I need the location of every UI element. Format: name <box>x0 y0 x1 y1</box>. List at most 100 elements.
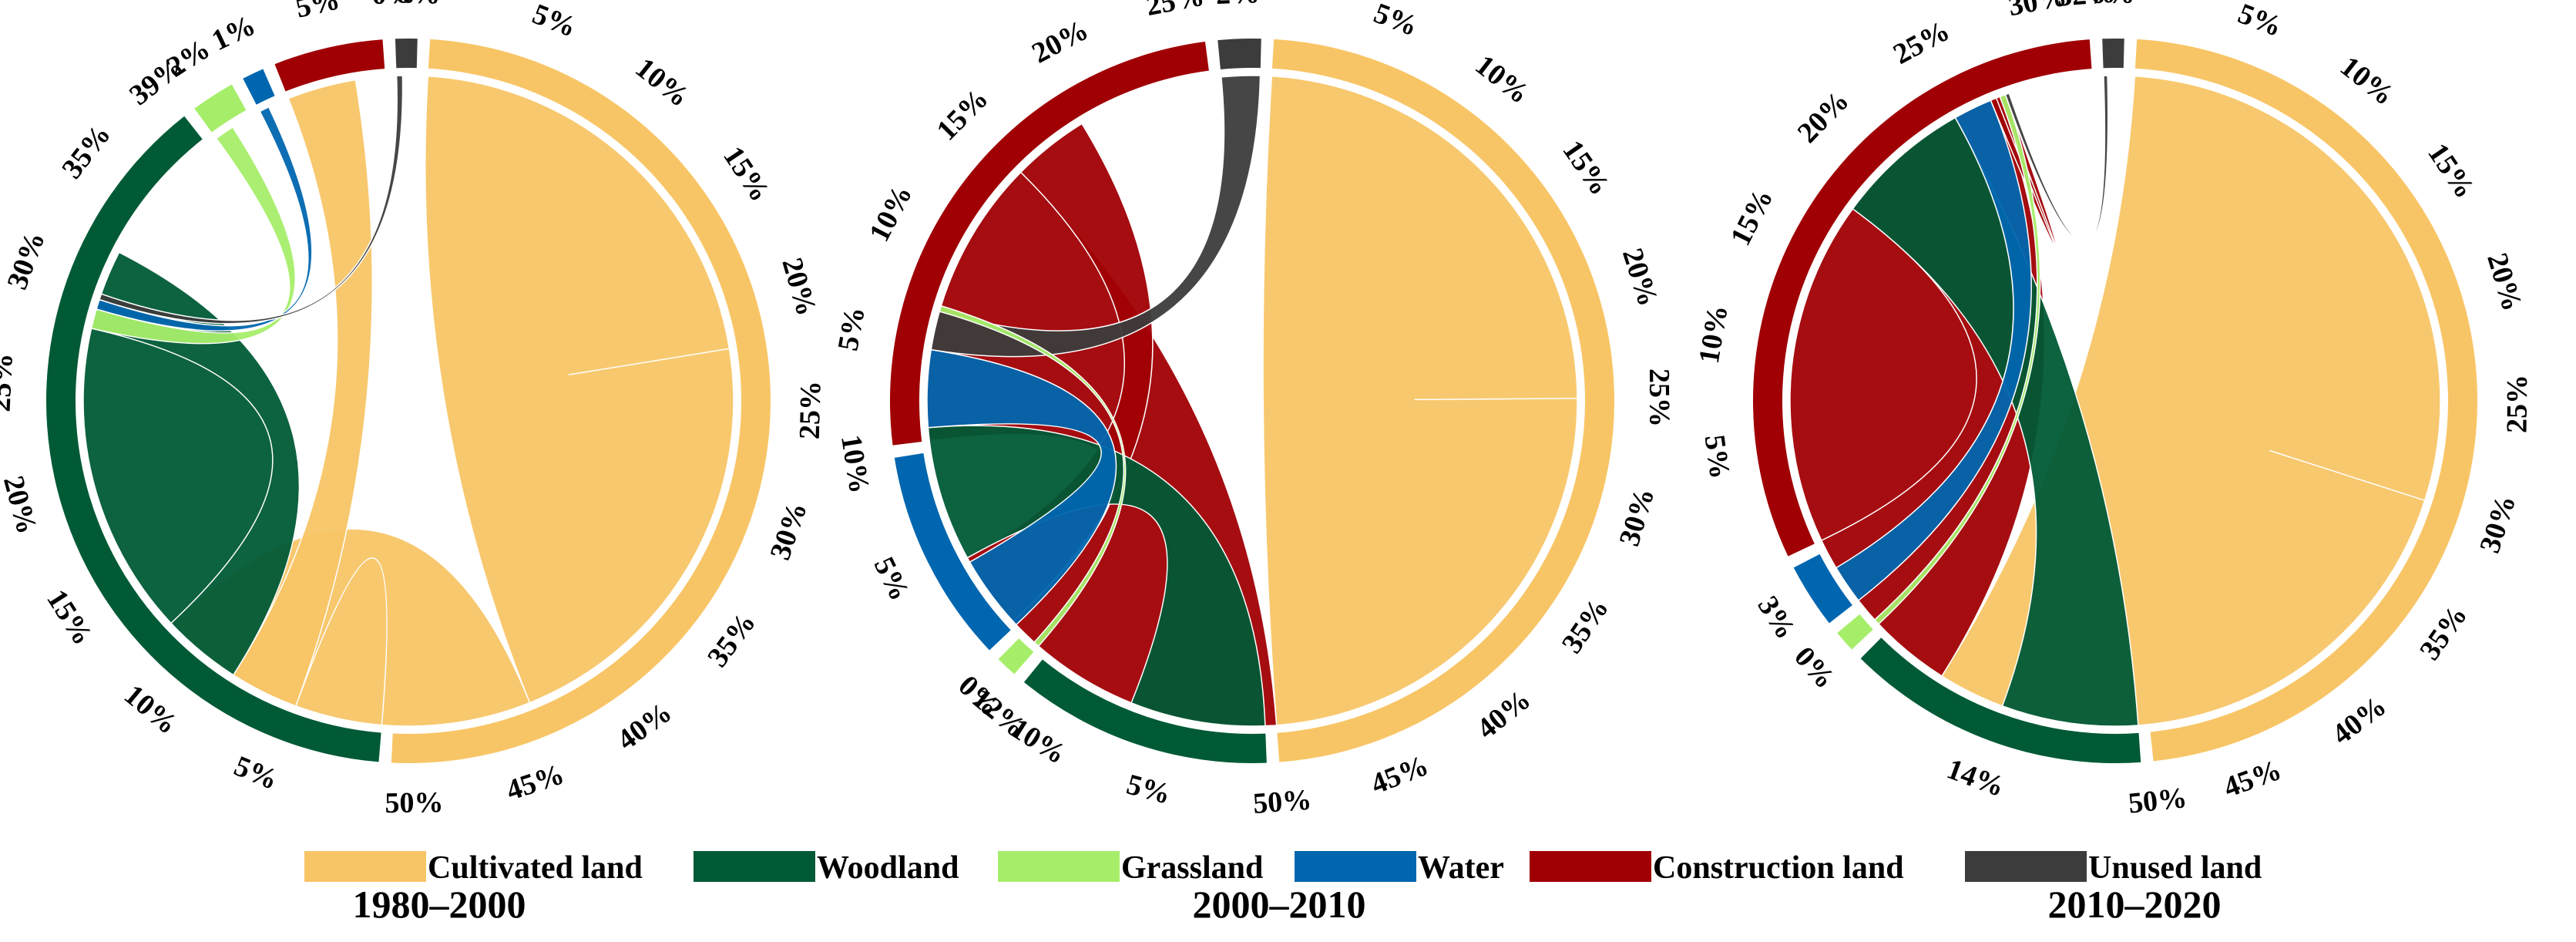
tick-label-woodland: 20% <box>0 473 43 537</box>
tick-label-construction-land: 10% <box>863 180 919 247</box>
tick-label-woodland: 35% <box>55 119 117 185</box>
arc-unused-land <box>1217 39 1261 69</box>
tick-label-construction-land: 20% <box>1792 85 1856 150</box>
tick-label-cultivated-land: 15% <box>717 141 776 208</box>
legend-item-water: Water <box>1295 850 1504 886</box>
ribbon-grassland-to-cultivated-land <box>939 304 1127 648</box>
arc-water <box>243 69 275 105</box>
legend: Cultivated land Woodland Grassland Water Con… <box>304 850 2262 886</box>
chord-chart-3: 5%10%15%20%25%30%35%40%45%50%14%0%3%5%10… <box>1693 0 2534 926</box>
legend-label: Water <box>1418 850 1504 886</box>
chord-charts: 5%10%15%20%25%30%35%40%45%50%5%10%15%20%… <box>0 0 2534 926</box>
legend-label: Unused land <box>2088 850 2262 886</box>
arc-construction-land <box>890 41 1209 446</box>
tick-label-cultivated-land: 10% <box>1469 49 1536 110</box>
tick-label-grassland: 0% <box>1788 641 1841 695</box>
tick-label-cultivated-land: 40% <box>2326 690 2393 752</box>
arc-unused-land <box>395 39 418 69</box>
tick-label-unused-land: 8% <box>396 0 441 11</box>
chord-chart-2: 5%10%15%20%25%30%35%40%45%50%5%10%12%0%5… <box>831 0 1675 926</box>
ribbon-unused-land-to-cultivated-land <box>99 75 404 325</box>
tick-label-cultivated-land: 35% <box>701 607 762 673</box>
arc-woodland <box>1023 659 1267 763</box>
legend-swatch <box>1965 851 2087 882</box>
tick-label-woodland: 10% <box>118 678 183 741</box>
tick-label-woodland: 5% <box>1123 768 1174 810</box>
legend-swatch <box>694 851 815 882</box>
legend-item-grassland: Grassland <box>998 850 1263 886</box>
tick-label-cultivated-land: 20% <box>2480 249 2528 315</box>
ribbon-water-to-cultivated-land <box>1835 99 2032 601</box>
ribbon-water-to-cultivated-land <box>96 106 313 331</box>
legend-label: Cultivated land <box>428 850 643 886</box>
tick-label-cultivated-land: 5% <box>1369 0 1422 42</box>
tick-label-woodland: 5% <box>230 750 283 796</box>
tick-label-construction-land: 15% <box>1725 183 1780 251</box>
legend-item-construction-land: Construction land <box>1530 850 1904 886</box>
ribbon-unused-land-to-cultivated-land <box>930 75 1261 358</box>
tick-label-cultivated-land: 50% <box>2127 782 2188 820</box>
tick-label-construction-land: 5% <box>293 0 343 25</box>
arc-grassland <box>194 84 247 133</box>
tick-label-cultivated-land: 5% <box>2234 0 2286 43</box>
arc-grassland <box>998 638 1034 675</box>
arc-water <box>894 452 1011 651</box>
arc-grassland <box>1837 614 1873 650</box>
tick-label-cultivated-land: 35% <box>1556 593 1615 659</box>
legend-item-cultivated-land: Cultivated land <box>304 850 643 886</box>
legend-item-woodland: Woodland <box>694 850 959 886</box>
tick-label-water: 1% <box>207 9 260 57</box>
arc-woodland <box>1860 638 2141 763</box>
chord-chart-1: 5%10%15%20%25%30%35%40%45%50%5%10%15%20%… <box>0 0 827 926</box>
legend-label: Woodland <box>817 850 959 886</box>
tick-label-cultivated-land: 10% <box>2334 50 2400 112</box>
tick-label-cultivated-land: 5% <box>528 0 580 44</box>
legend-label: Construction land <box>1653 850 1904 886</box>
period-title: 2010–2020 <box>2048 883 2222 926</box>
chord-ribbons <box>926 75 1578 727</box>
tick-label-cultivated-land: 30% <box>764 498 813 564</box>
tick-label-construction-land: 25% <box>1144 0 1207 22</box>
legend-swatch <box>1295 851 1416 882</box>
tick-label-unused-land: 2% <box>1215 0 1260 11</box>
tick-label-cultivated-land: 15% <box>1556 135 1616 201</box>
arc-construction-land <box>1753 39 2092 557</box>
ribbon-unused-land-to-cultivated-land <box>2004 75 2109 244</box>
legend-swatch <box>1530 851 1651 882</box>
tick-label-cultivated-land: 30% <box>2474 491 2522 557</box>
tick-label-woodland: 25% <box>0 352 19 412</box>
ribbon-woodland-to-cultivated-land <box>1852 116 2139 727</box>
tick-label-water: 10% <box>835 432 875 496</box>
arc-unused-land <box>2102 39 2124 69</box>
tick-label-cultivated-land: 10% <box>630 52 696 113</box>
chord-ribbons <box>1789 75 2441 727</box>
tick-label-cultivated-land: 35% <box>2413 600 2474 666</box>
tick-label-cultivated-land: 30% <box>1613 484 1661 550</box>
tick-label-cultivated-land: 50% <box>1252 783 1313 820</box>
tick-label-cultivated-land: 45% <box>1366 749 1432 801</box>
ribbon-woodland-to-cultivated-land <box>927 425 1266 727</box>
tick-label-unused-land: 0% <box>2091 0 2135 10</box>
tick-label-construction-land: 5% <box>831 304 871 354</box>
tick-label-cultivated-land: 15% <box>2421 138 2481 204</box>
ribbon-cultivated-land-to-cultivated-land <box>425 75 734 704</box>
tick-label-unused-land: 0% <box>371 0 417 11</box>
tick-label-cultivated-land: 45% <box>502 758 568 807</box>
legend-label: Grassland <box>1121 850 1263 886</box>
period-title: 2000–2010 <box>1193 883 1366 926</box>
tick-label-construction-land: 15% <box>930 82 994 147</box>
tick-label-cultivated-land: 50% <box>385 786 444 819</box>
tick-label-woodland: 30% <box>1 227 52 294</box>
tick-label-water: 5% <box>868 552 916 606</box>
tick-label-construction-land: 25% <box>1888 15 1955 71</box>
period-title: 1980–2000 <box>353 883 526 926</box>
tick-label-cultivated-land: 25% <box>1643 368 1676 427</box>
tick-label-cultivated-land: 40% <box>611 696 677 757</box>
arc-water <box>1793 553 1852 624</box>
ribbon-cultivated-land-to-cultivated-land <box>1262 75 1578 726</box>
tick-label-construction-land: 10% <box>1693 303 1735 366</box>
legend-swatch <box>304 851 426 882</box>
tick-label-water: 3% <box>1751 590 1802 645</box>
ribbon-cultivated-land-to-construction-land <box>232 79 374 707</box>
